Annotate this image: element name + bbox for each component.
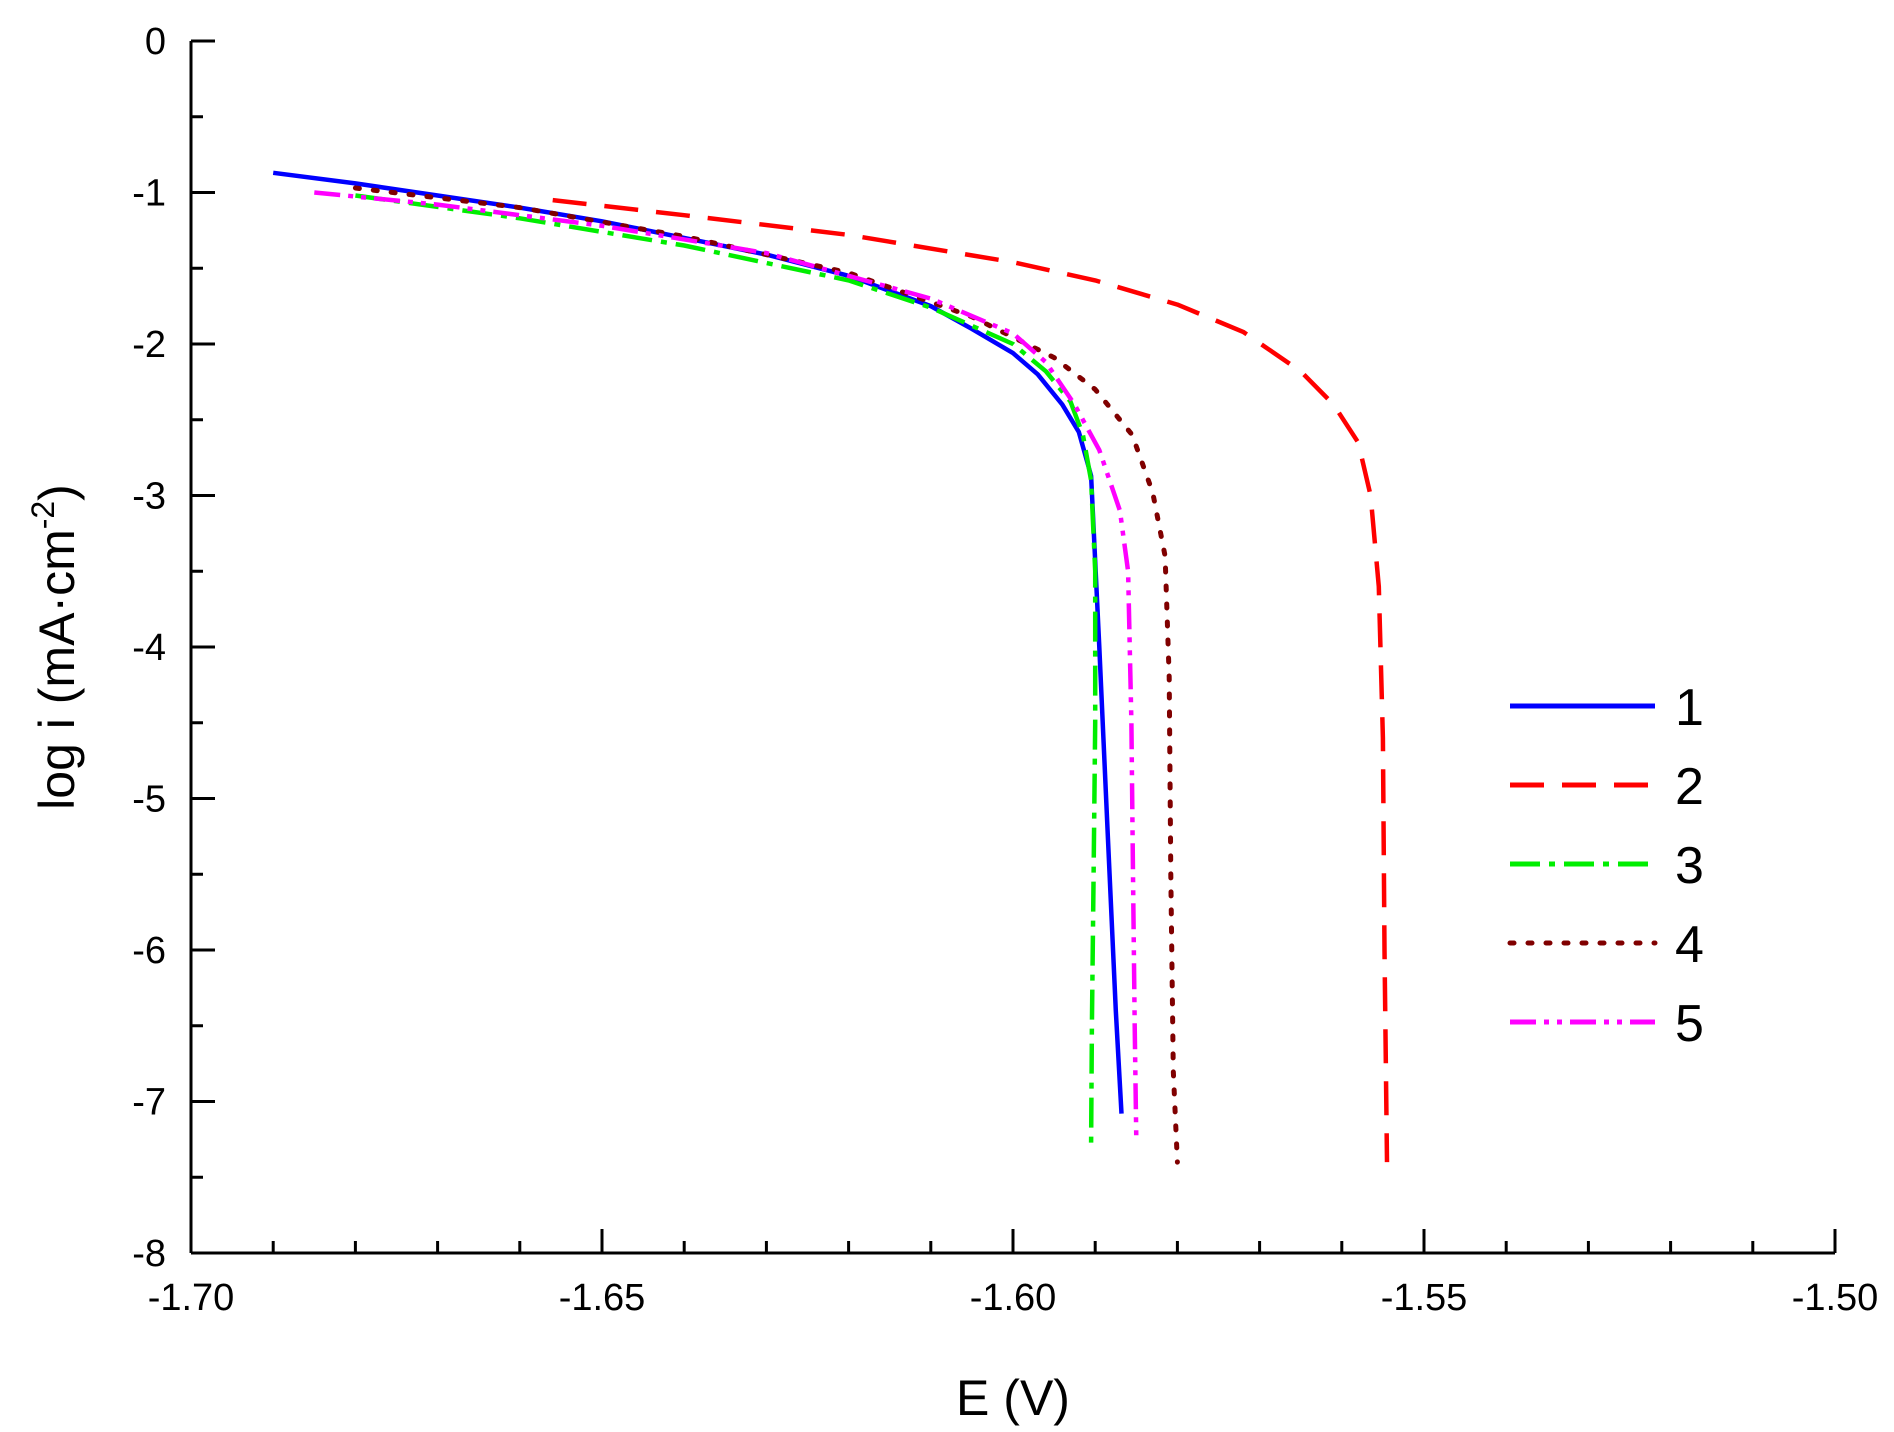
legend-label-1: 1: [1675, 679, 1704, 737]
x-tick-label: -1.70: [148, 1277, 235, 1319]
x-tick-label: -1.60: [970, 1277, 1057, 1319]
legend: 1 2 3 4 5: [1507, 679, 1704, 1053]
series-4-line: [352, 185, 1180, 1165]
series-3-line: [355, 193, 1098, 1144]
y-tick-label: -8: [132, 1233, 166, 1275]
y-tick-label: -5: [132, 779, 166, 821]
y-tick-label: -4: [132, 627, 166, 669]
y-axis-title-close: ): [29, 484, 85, 501]
y-tick-label: -7: [132, 1082, 166, 1124]
y-tick-label: 0: [145, 21, 166, 63]
y-tick-label: -6: [132, 930, 166, 972]
x-tick-label: -1.50: [1792, 1277, 1879, 1319]
legend-label-4: 4: [1675, 916, 1704, 974]
series-layer: [272, 170, 1390, 1165]
y-tick-label: -3: [132, 476, 166, 518]
y-tick-label: -2: [132, 324, 166, 366]
y-tick-label: -1: [132, 173, 166, 215]
legend-label-2: 2: [1675, 758, 1704, 816]
series-1-line: [272, 170, 1124, 1114]
axes: [189, 41, 1835, 1255]
series-5-line: [314, 190, 1139, 1140]
legend-label-3: 3: [1675, 837, 1704, 895]
tick-labels: -1.70 -1.65 -1.60 -1.55 -1.50 0 -1 -2 -3 -4 -5 -6 -7…: [132, 21, 1878, 1319]
minor-ticks: [189, 39, 1837, 1255]
series-2-line: [552, 197, 1390, 1163]
y-axis-title-sup: -2: [25, 501, 61, 529]
x-tick-label: -1.55: [1381, 1277, 1468, 1319]
y-axis-title-main: log i (mA·cm: [29, 529, 85, 810]
x-axis-title: E (V): [956, 1370, 1070, 1426]
legend-label-5: 5: [1675, 995, 1704, 1053]
major-ticks: [189, 39, 1837, 1255]
x-tick-label: -1.65: [559, 1277, 646, 1319]
y-axis-title: log i (mA·cm-2): [25, 484, 85, 810]
